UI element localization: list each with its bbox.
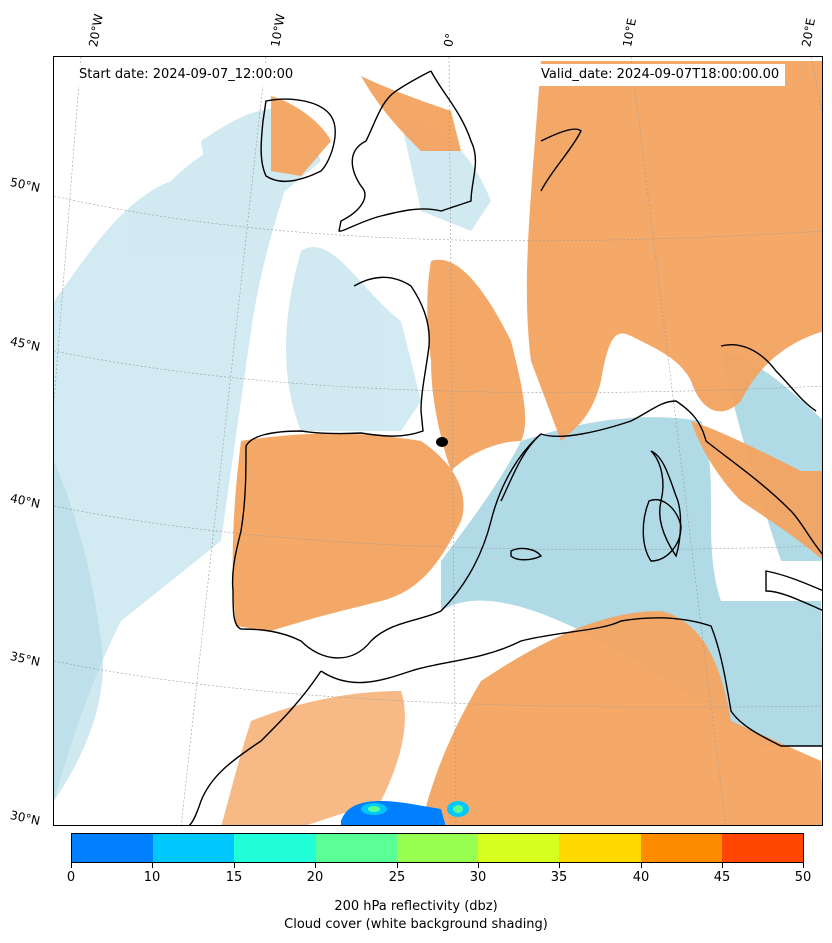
lon-label-10e: 10°E [620, 17, 640, 48]
lon-label-20e: 20°E [799, 17, 819, 48]
colorbar-segment-25-30 [396, 834, 479, 862]
colorbar-segment-40-45 [640, 834, 722, 862]
colorbar-segment-30-35 [478, 834, 560, 862]
colorbar-tick-label: 15 [225, 870, 243, 885]
colorbar-segment-45-50 [721, 834, 803, 862]
colorbar-segment-15-20 [234, 834, 316, 862]
location-marker [436, 437, 448, 447]
reflectivity-orange-layer [221, 61, 822, 825]
colorbar-tick [478, 863, 479, 868]
colorbar-tick [641, 863, 642, 868]
colorbar [71, 833, 804, 863]
colorbar-tick [397, 863, 398, 868]
colorbar-segment-0-10 [72, 834, 154, 862]
reflectivity-blue-blobs [341, 801, 469, 825]
colorbar-tick [803, 863, 804, 868]
colorbar-segment-35-40 [559, 834, 641, 862]
lat-label-45n: 45°N [8, 334, 42, 354]
lat-label-35n: 35°N [8, 649, 42, 669]
valid-date-label: Valid_date: 2024-09-07T18:00:00.00 [535, 64, 786, 86]
colorbar-tick-label: 20 [306, 870, 324, 885]
colorbar-tick [315, 863, 316, 868]
colorbar-tick [71, 863, 72, 868]
lat-label-50n: 50°N [8, 175, 42, 195]
map-panel [53, 56, 823, 826]
colorbar-tick [152, 863, 153, 868]
colorbar-tick-label: 40 [632, 870, 650, 885]
lat-label-40n: 40°N [8, 491, 42, 511]
colorbar-tick [234, 863, 235, 868]
colorbar-tick-label: 35 [550, 870, 568, 885]
lat-label-30n: 30°N [8, 808, 42, 828]
coastlines [188, 70, 822, 825]
colorbar-tick-label: 50 [794, 870, 812, 885]
colorbar-sublabel: Cloud cover (white background shading) [284, 917, 548, 932]
colorbar-tick-label: 30 [469, 870, 487, 885]
graticule [54, 57, 822, 825]
lon-label-20w: 20°W [86, 12, 106, 48]
map-canvas [54, 57, 822, 825]
colorbar-tick [722, 863, 723, 868]
lon-label-0: 0° [441, 32, 458, 48]
colorbar-tick-label: 25 [388, 870, 406, 885]
colorbar-tick [559, 863, 560, 868]
lon-label-10w: 10°W [268, 12, 288, 48]
colorbar-tick-label: 45 [713, 870, 731, 885]
colorbar-segment-20-25 [315, 834, 397, 862]
colorbar-label: 200 hPa reflectivity (dbz) [334, 899, 498, 914]
start-date-label: Start date: 2024-09-07_12:00:00 [73, 64, 300, 86]
colorbar-tick-label: 10 [143, 870, 161, 885]
colorbar-tick-label: 0 [66, 870, 76, 885]
colorbar-segment-10-15 [153, 834, 235, 862]
